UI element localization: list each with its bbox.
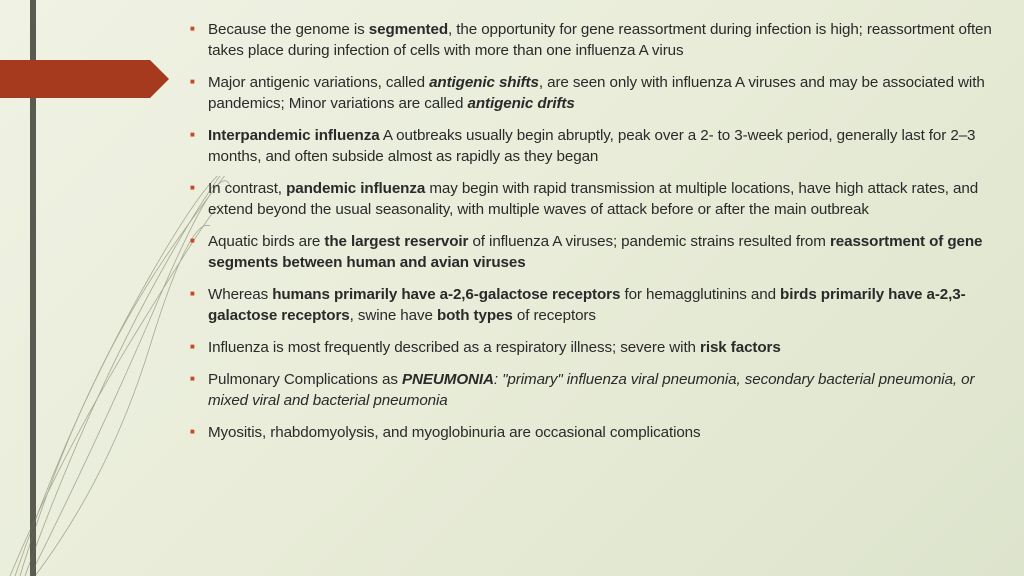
bullet-item: Because the genome is segmented, the opp…: [190, 20, 996, 62]
bullet-item: Myositis, rhabdomyolysis, and myoglobinu…: [190, 423, 996, 444]
bullet-item: Influenza is most frequently described a…: [190, 338, 996, 359]
slide-content: Because the genome is segmented, the opp…: [190, 20, 996, 455]
arrow-decoration: [0, 60, 150, 98]
bullet-item: Aquatic birds are the largest reservoir …: [190, 232, 996, 274]
bullet-item: Whereas humans primarily have a-2,6-gala…: [190, 285, 996, 327]
bullet-item: Pulmonary Complications as PNEUMONIA: "p…: [190, 370, 996, 412]
bullet-list: Because the genome is segmented, the opp…: [190, 20, 996, 444]
bullet-item: Interpandemic influenza A outbreaks usua…: [190, 126, 996, 168]
bullet-item: In contrast, pandemic influenza may begi…: [190, 179, 996, 221]
bullet-item: Major antigenic variations, called antig…: [190, 73, 996, 115]
